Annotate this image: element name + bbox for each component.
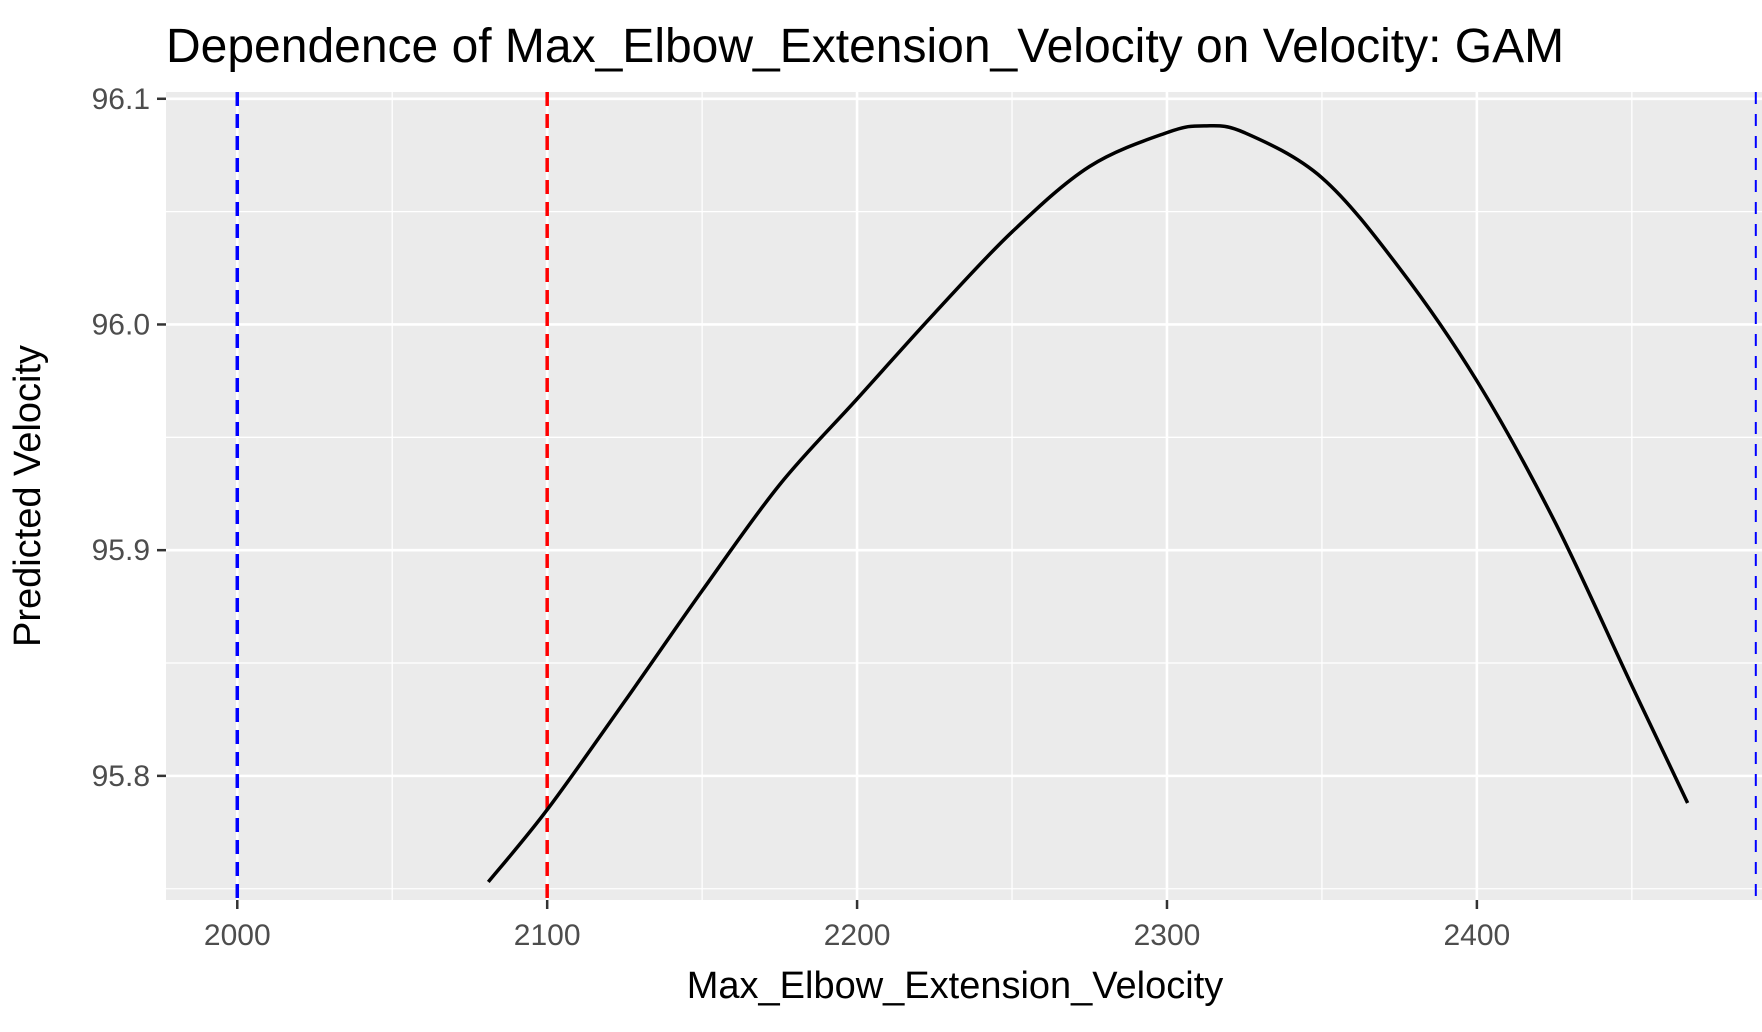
- x-axis-tick-labels: 2000 2100 2200 2300 2400: [204, 919, 1510, 952]
- minor-gridlines: [166, 92, 1762, 900]
- x-tick-label: 2300: [1134, 919, 1201, 952]
- x-axis-title: Max_Elbow_Extension_Velocity: [687, 965, 1224, 1007]
- y-tick-label: 96.0: [92, 308, 150, 341]
- x-tick-label: 2000: [204, 919, 271, 952]
- x-tick-label: 2100: [514, 919, 581, 952]
- y-axis-tick-labels: 95.8 95.9 96.0 96.1: [92, 83, 150, 793]
- gam-curve: [486, 123, 1690, 884]
- plot-panel: [166, 92, 1762, 900]
- x-tick-label: 2400: [1444, 919, 1511, 952]
- axis-ticks: [157, 97, 1479, 909]
- y-tick-label: 95.8: [92, 760, 150, 793]
- chart-title: Dependence of Max_Elbow_Extension_Veloci…: [166, 20, 1564, 73]
- y-axis-title: Predicted Velocity: [7, 345, 49, 647]
- y-tick-label: 95.9: [92, 534, 150, 567]
- reference-lines: [235, 92, 1757, 900]
- x-tick-label: 2200: [824, 919, 891, 952]
- y-tick-label: 96.1: [92, 83, 150, 116]
